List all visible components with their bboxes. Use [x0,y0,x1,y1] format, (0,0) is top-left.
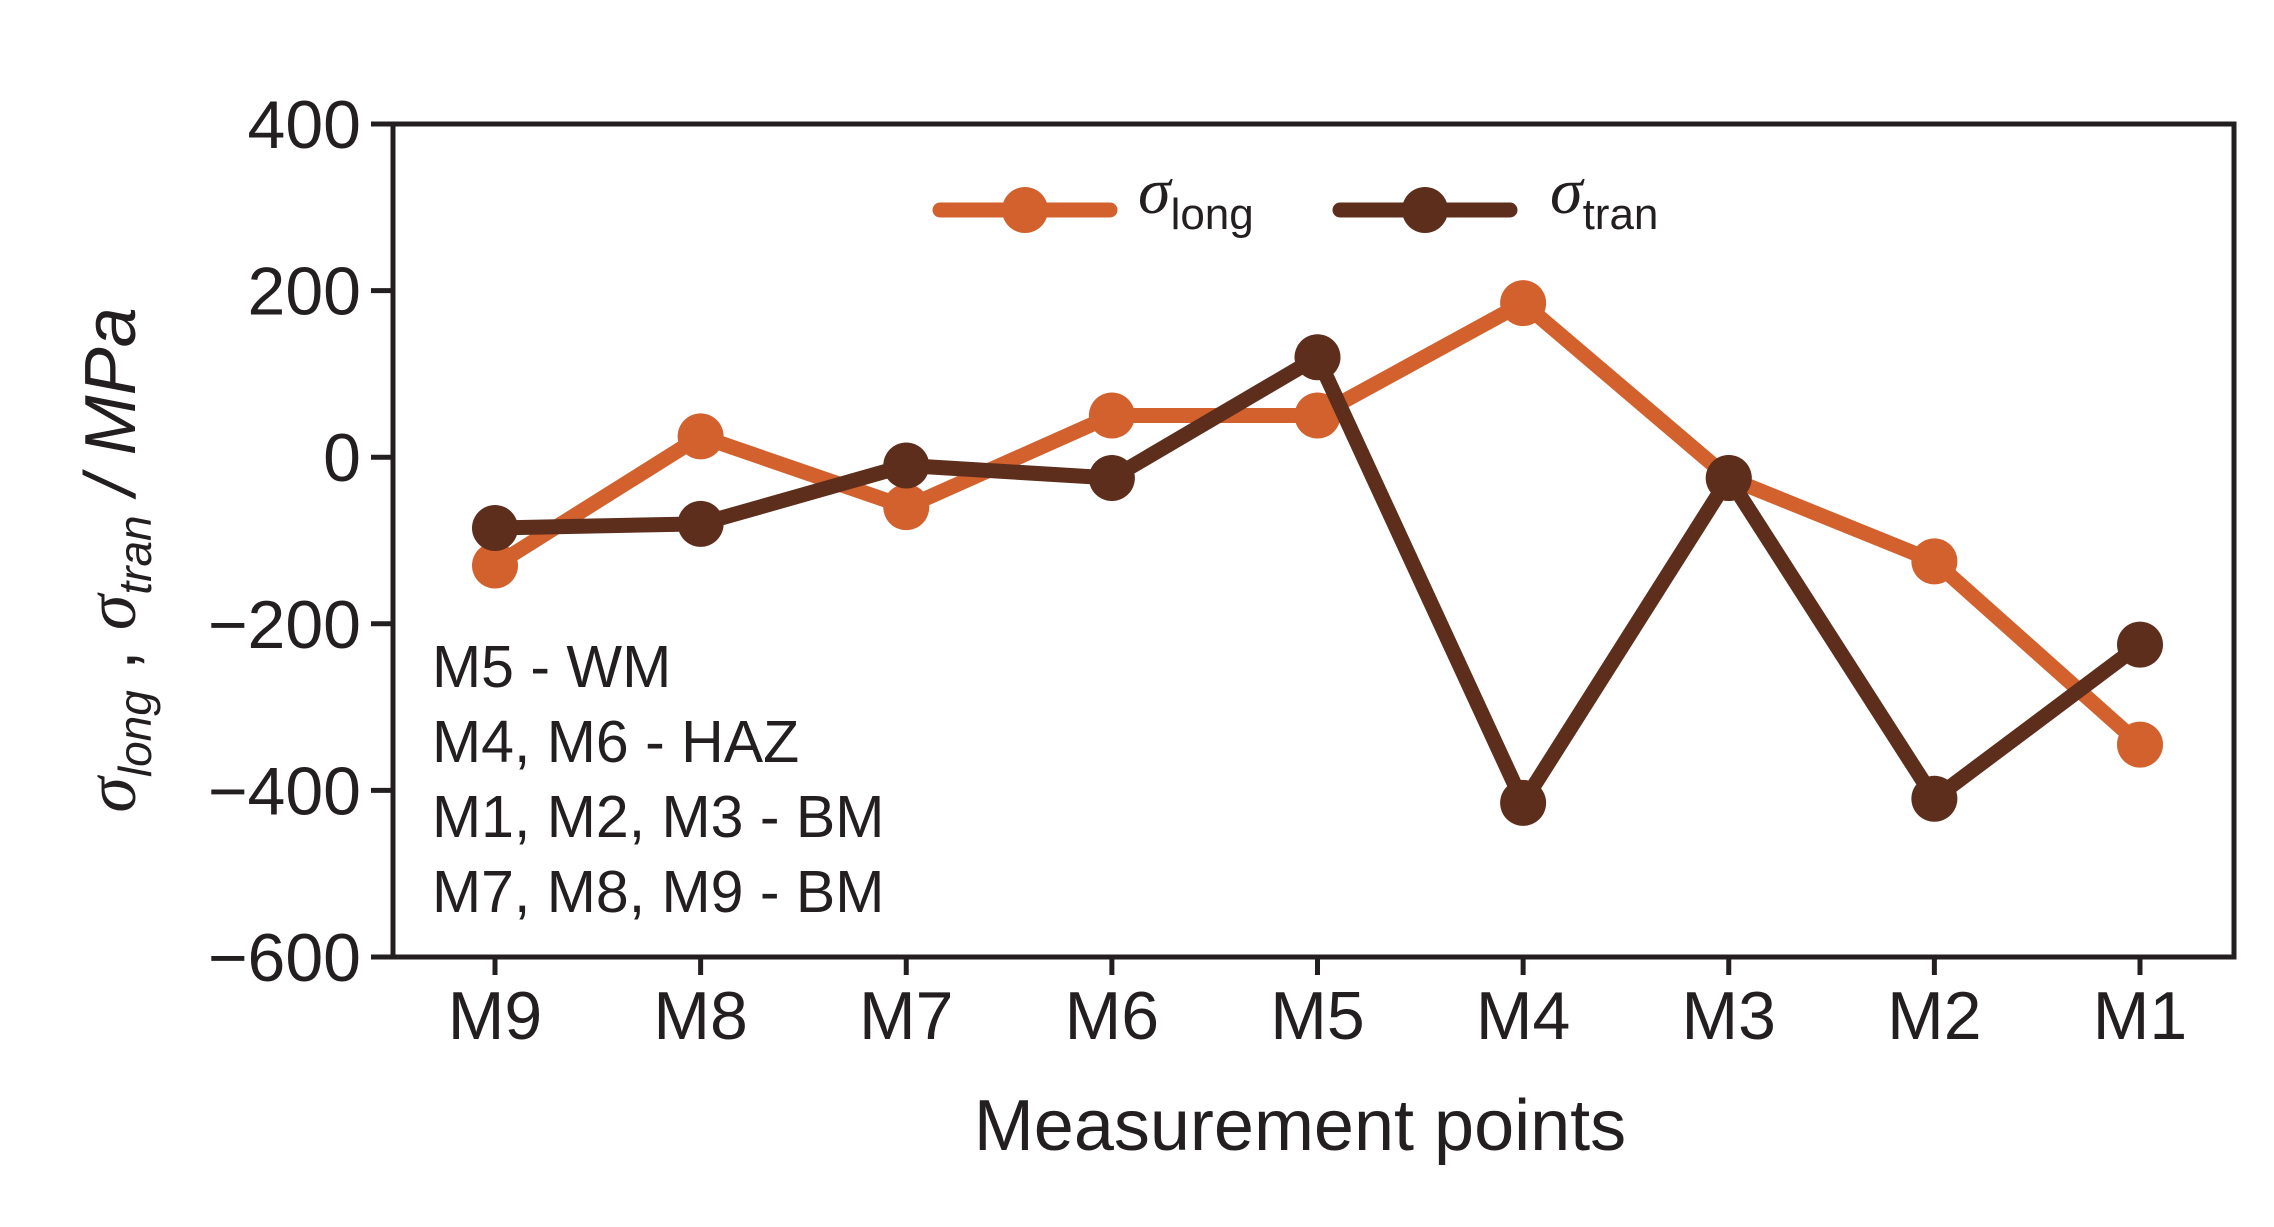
data-point-tran [2117,621,2163,668]
note-line: M7, M8, M9 - BM [432,859,884,925]
series-layer [472,280,2163,826]
y-tick-label: 0 [323,420,361,496]
legend-long-sub: long [1171,190,1254,239]
legend-label-long: σlong [1138,155,1254,239]
legend-tran-sub: tran [1583,190,1659,239]
x-tick-label: M4 [1476,978,1570,1054]
data-point-long [883,484,930,531]
region-notes: M5 - WM M4, M6 - HAZ M1, M2, M3 - BM M7,… [432,634,884,925]
legend-long-sym: σ [1138,155,1173,228]
data-point-tran [1911,775,1958,822]
plot-frame [390,121,2237,960]
x-axis: M9 M8 M7 M6 M5 M4 M3 M2 M1 [448,957,2187,1054]
data-point-long [677,413,724,460]
data-point-long [1500,280,1547,327]
data-point-tran [1705,455,1752,502]
y-axis-sub1: long [109,690,161,777]
data-point-long [2117,721,2163,768]
y-tick-label: −600 [208,920,361,996]
y-axis-sep: , [71,630,151,690]
data-point-tran [883,442,930,489]
x-tick-label: M6 [1065,978,1159,1054]
y-tick-label: 200 [248,254,361,330]
y-axis-title: σlong , σtran / MPa [71,307,161,812]
x-tick-label: M5 [1270,978,1364,1054]
legend-label-tran: σtran [1550,155,1658,239]
y-axis-unit: / MPa [71,307,151,515]
x-tick-label: M3 [1682,978,1776,1054]
note-line: M4, M6 - HAZ [432,709,799,775]
legend-marker-long [1002,187,1048,233]
data-point-long [1088,392,1135,439]
x-tick-label: M9 [448,978,542,1054]
x-tick-label: M1 [2093,978,2187,1054]
y-axis-sub2: tran [109,515,161,594]
x-axis-title: Measurement points [974,1086,1626,1166]
y-tick-label: 400 [248,87,361,163]
y-tick-label: −400 [208,753,361,829]
data-point-long [472,542,518,589]
data-point-tran [1500,779,1547,826]
legend: σlong σtran [932,155,1658,239]
data-point-tran [1088,455,1135,502]
data-point-tran [1294,334,1341,381]
x-tick-label: M2 [1887,978,1981,1054]
x-tick-label: M8 [653,978,747,1054]
data-point-tran [472,505,518,552]
data-point-long [1294,392,1341,439]
note-line: M1, M2, M3 - BM [432,784,884,850]
y-axis: 400 200 0 −200 −400 −600 [208,87,393,996]
note-line: M5 - WM [432,634,671,700]
y-axis-sym1: σ [71,775,151,813]
y-tick-label: −200 [208,587,361,663]
data-point-long [1911,538,1958,585]
y-axis-sym2: σ [71,592,151,630]
data-point-tran [677,500,724,547]
legend-marker-tran [1402,187,1448,233]
x-tick-label: M7 [859,978,953,1054]
legend-tran-sym: σ [1550,155,1585,228]
